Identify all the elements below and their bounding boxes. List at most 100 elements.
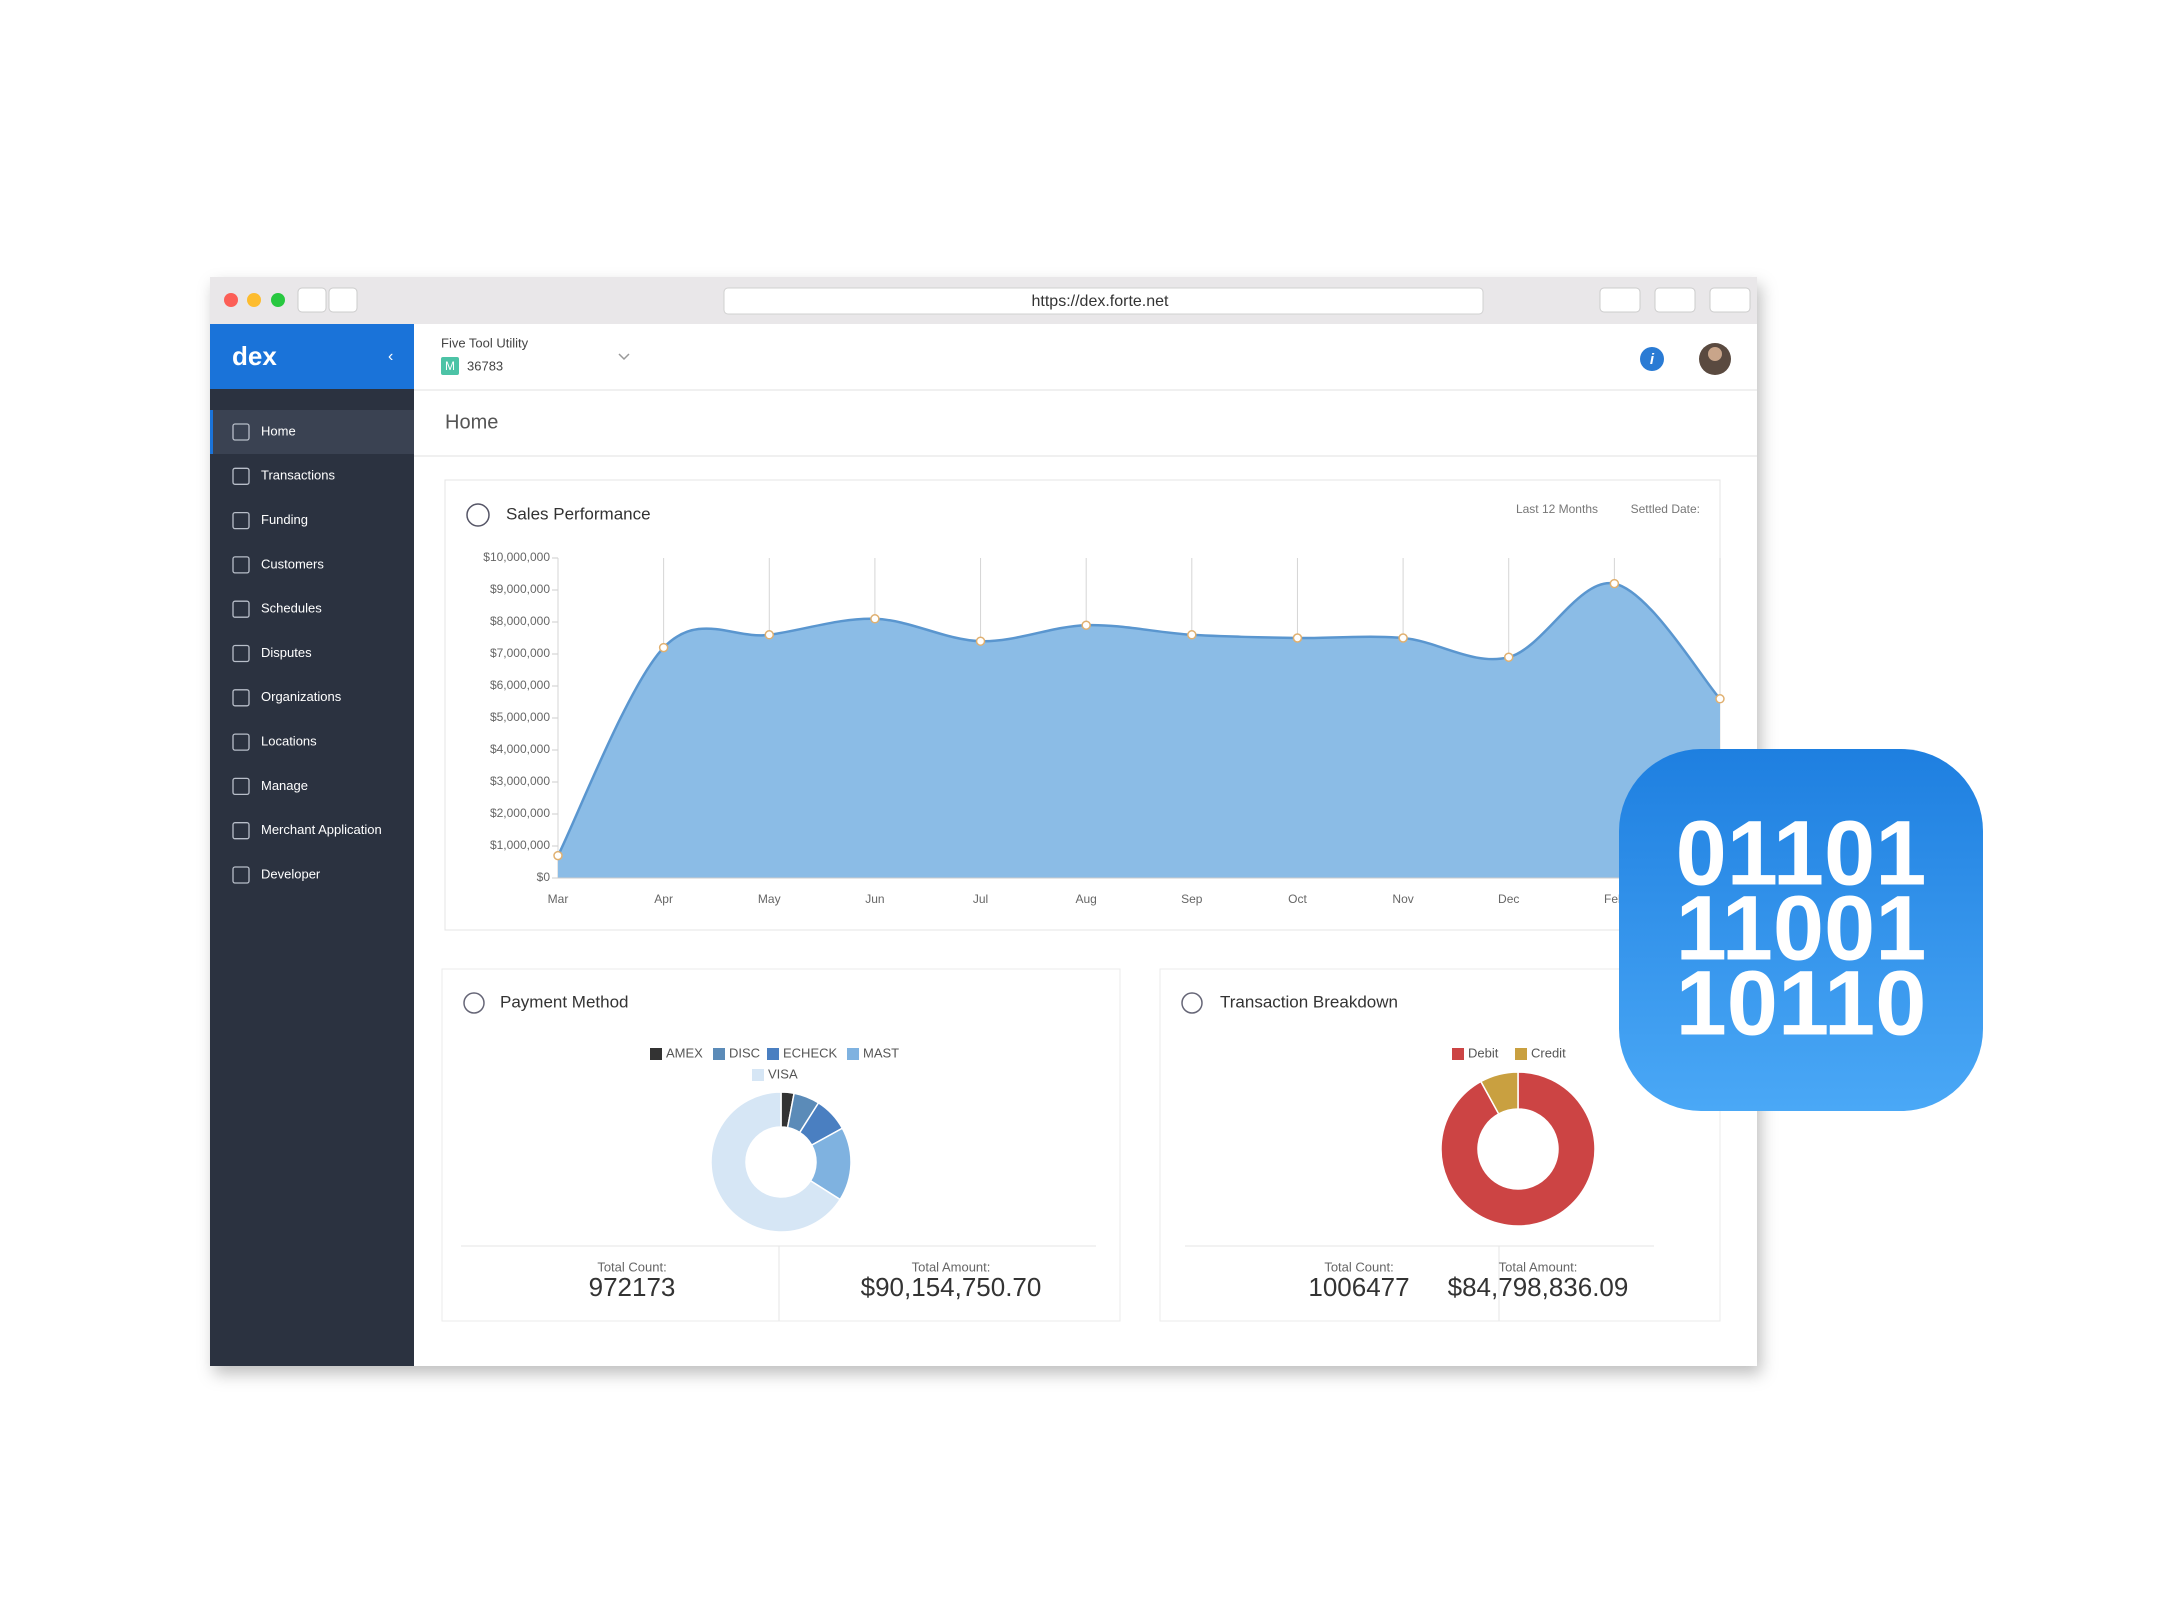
menu-icon [232, 822, 250, 840]
legend-label[interactable]: VISA [768, 1066, 798, 1081]
menu-item[interactable]: Locations [261, 734, 317, 749]
menu-icon [232, 777, 250, 796]
card-title: Transaction Breakdown [1220, 992, 1398, 1011]
data-point [1081, 620, 1091, 630]
menu-icon [232, 600, 250, 618]
merchant-dropdown[interactable] [618, 353, 630, 361]
menu-icon [232, 866, 250, 884]
y-tick-label: $0 [537, 870, 551, 884]
address-bar[interactable] [723, 287, 1484, 315]
legend-swatch [650, 1048, 662, 1060]
legend-swatch [1515, 1048, 1527, 1060]
card-title: Sales Performance [506, 504, 651, 523]
data-point [1187, 630, 1197, 640]
range-filter[interactable]: Last 12 Months [1516, 502, 1598, 516]
minimize-button[interactable] [247, 293, 261, 307]
x-tick-label: May [758, 892, 781, 906]
sales-line [556, 582, 1721, 857]
x-tick-label: Oct [1288, 892, 1307, 906]
zoom-button[interactable] [271, 293, 285, 307]
data-point [764, 630, 775, 640]
x-tick-label: Aug [1076, 892, 1097, 906]
sidebar [210, 324, 414, 1366]
active-item [210, 410, 414, 454]
x-tick-label: Mar [548, 892, 569, 906]
pie-icon [463, 992, 485, 1014]
menu-item[interactable]: Funding [261, 512, 308, 527]
y-tick-label: $6,000,000 [490, 678, 550, 692]
menu-item[interactable]: Disputes [261, 645, 312, 660]
total-label: Total Amount: [912, 1259, 991, 1274]
x-tick-label: Jun [865, 892, 884, 906]
y-tick-label: $10,000,000 [483, 550, 550, 564]
page-title: Home [445, 411, 498, 433]
tabs-button[interactable] [1709, 287, 1751, 313]
menu-item[interactable]: Transactions [261, 468, 335, 483]
avatar-face [1708, 347, 1722, 361]
x-tick-label: Sep [1181, 892, 1203, 906]
legend-label[interactable]: Credit [1531, 1045, 1566, 1060]
data-point [1609, 578, 1620, 589]
legend-swatch [752, 1069, 764, 1081]
total-label: Total Count: [1324, 1259, 1393, 1274]
download-button[interactable] [1599, 287, 1641, 313]
legend-label[interactable]: Debit [1468, 1045, 1499, 1060]
binary-line: 10110 [1676, 952, 1927, 1054]
menu-item[interactable]: Home [261, 423, 296, 438]
close-button[interactable] [224, 293, 238, 307]
menu-item[interactable]: Manage [261, 778, 308, 793]
legend-swatch [767, 1048, 779, 1060]
data-point [553, 850, 563, 861]
collapse-button[interactable]: ‹ [388, 348, 393, 365]
data-point [658, 642, 669, 653]
sales-icon [466, 503, 490, 527]
donut-slice [1479, 1071, 1519, 1115]
merchant-id: 36783 [467, 358, 503, 373]
x-tick-label: Apr [654, 892, 673, 906]
binary-line: 11001 [1676, 877, 1927, 979]
legend-label[interactable]: DISC [729, 1045, 760, 1060]
menu-icon [232, 467, 250, 485]
info-button[interactable] [1640, 347, 1664, 371]
share-button[interactable] [1654, 287, 1696, 313]
data-point [975, 636, 986, 646]
data-point [870, 614, 880, 624]
y-tick-label: $2,000,000 [490, 806, 550, 820]
y-tick-label: $3,000,000 [490, 774, 550, 788]
menu-icon [232, 511, 250, 530]
y-tick-label: $1,000,000 [490, 838, 550, 852]
data-point [1398, 633, 1408, 643]
total-value: 972173 [589, 1272, 676, 1302]
total-value: 1006477 [1308, 1272, 1409, 1302]
x-tick-label: Dec [1498, 892, 1519, 906]
active-accent [210, 410, 213, 454]
menu-item[interactable]: Organizations [261, 689, 342, 704]
menu-item[interactable]: Schedules [261, 601, 322, 616]
binary-badge [1619, 749, 1983, 1111]
legend-label[interactable]: MAST [863, 1045, 899, 1060]
sales-chart: $0 $1,000,000 $2,000,000 $3,000,000 $4,000,0… [483, 550, 1725, 906]
merchant-badge [441, 357, 459, 375]
sales-area [558, 583, 1720, 878]
date-filter[interactable]: Settled Date: [1631, 502, 1700, 516]
legend-label[interactable]: ECHECK [783, 1045, 838, 1060]
menu-icon [232, 689, 250, 707]
menu-icon [232, 733, 250, 751]
legend-swatch [847, 1048, 859, 1060]
y-tick-label: $9,000,000 [490, 582, 550, 596]
total-label: Total Amount: [1499, 1259, 1578, 1274]
donut-slice [1440, 1071, 1596, 1227]
legend-swatch [713, 1048, 725, 1060]
donut-charts: AMEX DISC ECHECK MAST VISA Total Count: 972173… [461, 1045, 1654, 1321]
back-button[interactable] [297, 287, 327, 313]
total-value: $84,798,836.09 [1448, 1272, 1629, 1302]
menu-item[interactable]: Developer [261, 866, 321, 881]
menu-item[interactable]: Customers [261, 556, 324, 571]
menu-item[interactable]: Merchant Application [261, 822, 382, 837]
legend-label[interactable]: AMEX [666, 1045, 703, 1060]
forward-button[interactable] [328, 287, 358, 313]
menu-icon [232, 423, 250, 441]
y-tick-label: $7,000,000 [490, 646, 550, 660]
